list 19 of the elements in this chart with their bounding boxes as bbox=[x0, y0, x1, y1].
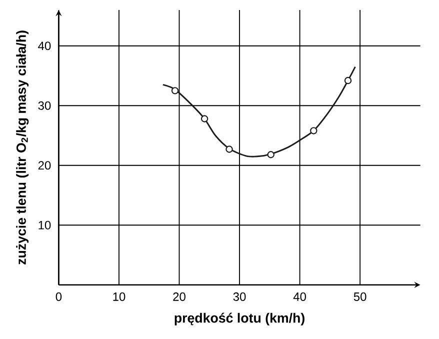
x-tick-label: 0 bbox=[56, 292, 62, 301]
point bbox=[344, 76, 352, 84]
point bbox=[310, 127, 318, 134]
y-axis-title: zużycie tlenu (litr O$_{2}$/kg masy ciała/h) bbox=[16, 30, 29, 264]
x-tick-label: 10 bbox=[113, 292, 126, 301]
x-axis-title: prędkość lotu (km/h) bbox=[174, 312, 304, 326]
x-tick-label: 50 bbox=[354, 292, 366, 301]
point bbox=[226, 146, 233, 153]
y-tick-label: 10 bbox=[38, 220, 51, 230]
x-tick-label: 40 bbox=[293, 292, 306, 301]
point bbox=[267, 151, 274, 158]
y-tick-label: 20 bbox=[38, 161, 51, 170]
x-tick-label: 20 bbox=[173, 292, 186, 301]
x-tick-label: 30 bbox=[233, 292, 246, 301]
line-series bbox=[162, 66, 356, 158]
y-tick-label: 30 bbox=[38, 101, 51, 110]
point bbox=[171, 87, 179, 94]
point bbox=[200, 115, 208, 122]
y-tick-label: 40 bbox=[38, 42, 51, 50]
